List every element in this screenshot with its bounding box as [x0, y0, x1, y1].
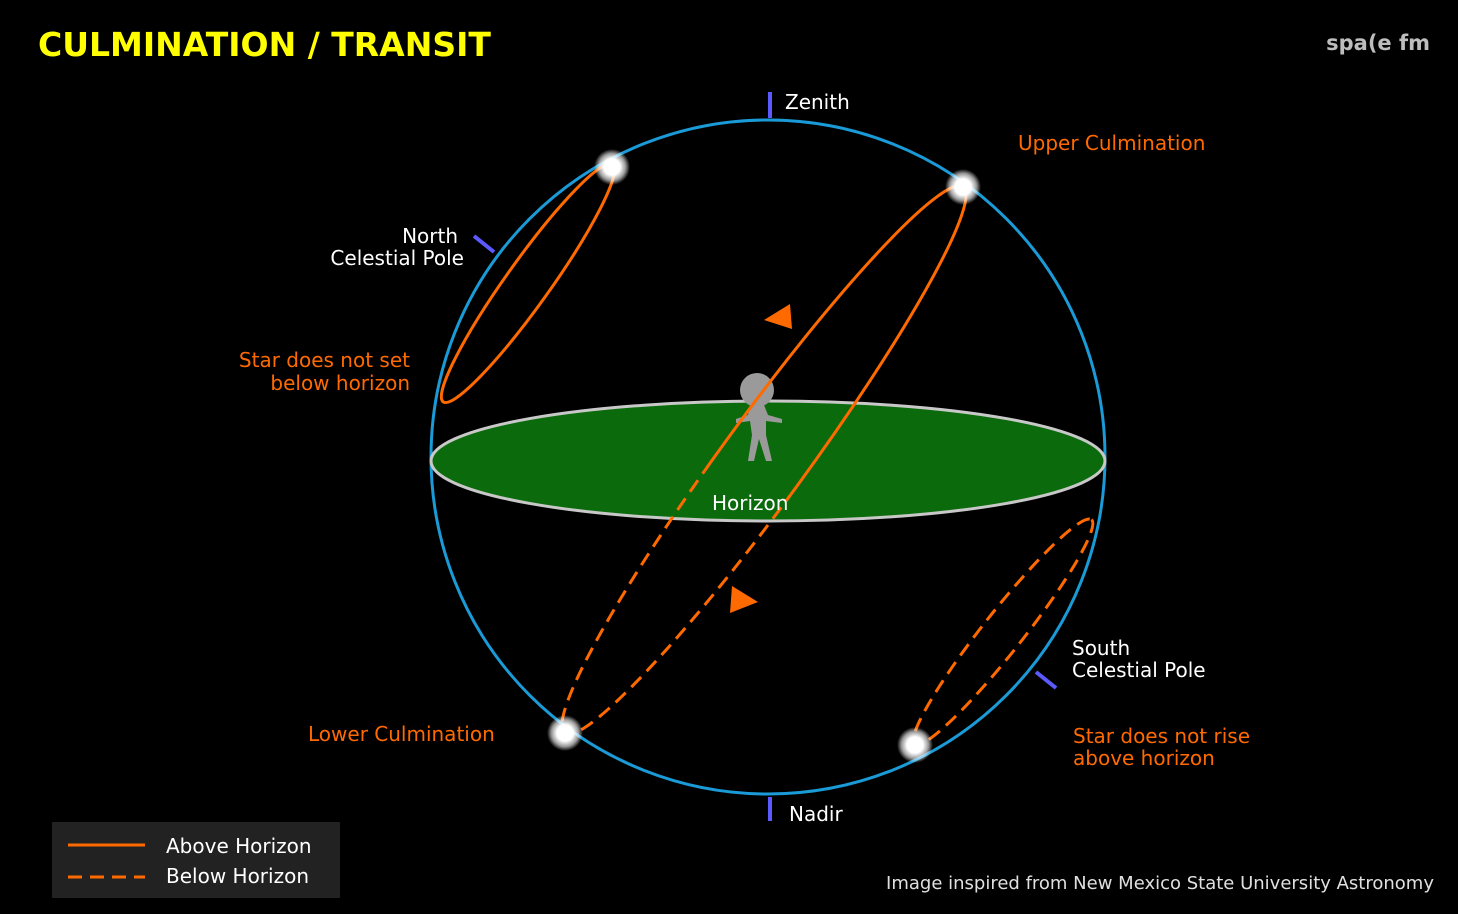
- arrow-up: [764, 304, 792, 329]
- scp-label: Celestial Pole: [1072, 658, 1206, 682]
- brand: spa(e fm: [1326, 31, 1430, 55]
- star: [594, 149, 630, 185]
- scp-label: South: [1072, 636, 1130, 660]
- ncp-label: North: [402, 224, 458, 248]
- zenith-label: Zenith: [785, 90, 850, 114]
- not-set-label: below horizon: [270, 371, 410, 395]
- observer: [736, 373, 782, 461]
- lower-culmination-label: Lower Culmination: [308, 722, 495, 746]
- upper-culmination-label: Upper Culmination: [1018, 131, 1205, 155]
- horizon-label: Horizon: [712, 491, 788, 515]
- credit: Image inspired from New Mexico State Uni…: [886, 873, 1434, 894]
- ncp-label: Celestial Pole: [330, 246, 464, 270]
- nadir-label: Nadir: [789, 802, 843, 826]
- star: [897, 727, 933, 763]
- title: CULMINATION / TRANSIT: [38, 25, 491, 64]
- legend-label: Above Horizon: [166, 834, 312, 858]
- not-set-label: Star does not set: [239, 348, 410, 372]
- markers: [472, 92, 1058, 821]
- star: [945, 169, 981, 205]
- legend-box: [52, 822, 340, 898]
- star: [547, 715, 583, 751]
- legend-label: Below Horizon: [166, 864, 309, 888]
- not-rise-label: Star does not rise: [1073, 724, 1250, 748]
- not-rise-label: above horizon: [1073, 746, 1215, 770]
- arrow-down: [730, 586, 758, 613]
